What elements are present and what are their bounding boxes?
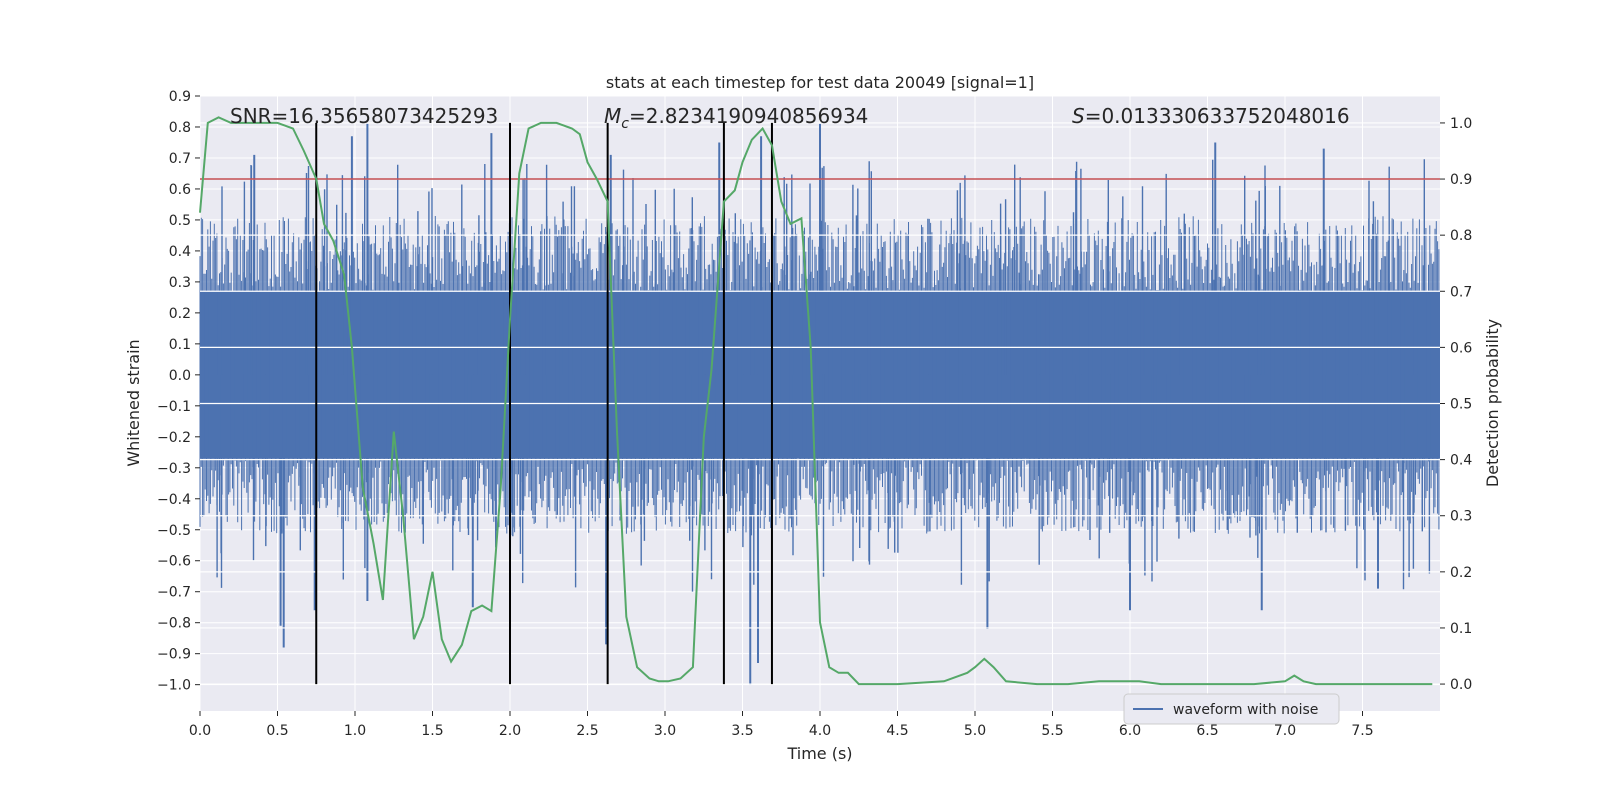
chirp-mass-subscript: c <box>621 116 629 132</box>
s-value: =0.013330633752048016 <box>1085 104 1350 128</box>
y-left-tick-label: 0.3 <box>169 275 191 291</box>
y-left-axis-ticks: 0.9 0.8 0.7 0.6 0.5 0.4 0.3 0.2 0.1 0.0 −0.1 −0.2 −0… <box>157 89 200 694</box>
y-left-tick-label: −0.8 <box>157 616 191 632</box>
y-left-tick-label: 0.6 <box>169 182 191 198</box>
y-left-tick-label: 0.1 <box>169 337 191 353</box>
y-left-tick-label: −0.5 <box>157 523 191 539</box>
legend: waveform with noise <box>1123 693 1340 725</box>
x-tick-label: 1.0 <box>344 723 366 739</box>
x-tick-label: 6.0 <box>1119 723 1141 739</box>
x-tick-label: 3.0 <box>654 723 676 739</box>
y-left-tick-label: 0.0 <box>169 368 191 384</box>
x-tick-label: 0.0 <box>189 723 211 739</box>
y-left-tick-label: −0.2 <box>157 430 191 446</box>
y-right-tick-label: 0.5 <box>1450 397 1472 413</box>
y-left-axis-label: Whitened strain <box>124 339 143 466</box>
y-left-tick-label: −0.6 <box>157 554 191 570</box>
chirp-mass-annotation: Mc=2.8234190940856934 <box>604 104 868 132</box>
chart-title: stats at each timestep for test data 200… <box>606 73 1034 92</box>
y-left-tick-label: 0.7 <box>169 151 191 167</box>
y-right-tick-label: 1.0 <box>1450 116 1472 132</box>
y-right-tick-label: 0.3 <box>1450 509 1472 525</box>
y-left-tick-label: −0.1 <box>157 399 191 415</box>
x-tick-label: 7.0 <box>1274 723 1296 739</box>
x-tick-label: 3.5 <box>731 723 753 739</box>
y-right-tick-label: 0.4 <box>1450 453 1472 469</box>
y-right-tick-label: 0.8 <box>1450 228 1472 244</box>
x-tick-label: 6.5 <box>1196 723 1218 739</box>
y-right-tick-label: 0.6 <box>1450 340 1472 356</box>
y-right-tick-label: 0.9 <box>1450 172 1472 188</box>
x-axis-label: Time (s) <box>786 744 852 763</box>
y-right-axis-ticks: 1.0 0.9 0.8 0.7 0.6 0.5 0.4 0.3 0.2 0.1 0.0 <box>1440 116 1472 693</box>
y-right-tick-label: 0.1 <box>1450 621 1472 637</box>
chirp-mass-value: =2.8234190940856934 <box>629 104 868 128</box>
legend-box <box>1123 693 1340 725</box>
s-symbol: S <box>1072 104 1085 128</box>
x-tick-label: 2.0 <box>499 723 521 739</box>
y-left-tick-label: 0.8 <box>169 120 191 136</box>
x-tick-label: 1.5 <box>421 723 443 739</box>
y-left-tick-label: 0.2 <box>169 306 191 322</box>
x-tick-label: 0.5 <box>266 723 288 739</box>
y-left-tick-label: −1.0 <box>157 678 191 694</box>
y-right-tick-label: 0.0 <box>1450 677 1472 693</box>
x-tick-label: 4.0 <box>809 723 831 739</box>
y-left-tick-label: 0.4 <box>169 244 191 260</box>
snr-annotation: SNR=16.35658073425293 <box>230 104 498 128</box>
detection-probability-line <box>199 116 1433 686</box>
y-left-tick-label: 0.9 <box>169 89 191 105</box>
waveform-tall-peaks <box>216 159 1431 592</box>
y-right-tick-label: 0.7 <box>1450 284 1472 300</box>
y-left-tick-label: 0.5 <box>169 213 191 229</box>
x-tick-label: 5.0 <box>964 723 986 739</box>
x-tick-label: 4.5 <box>886 723 908 739</box>
y-left-tick-label: −0.3 <box>157 461 191 477</box>
legend-label: waveform with noise <box>1173 702 1318 718</box>
x-tick-label: 2.5 <box>576 723 598 739</box>
y-right-axis-label: Detection probability <box>1483 319 1502 487</box>
y-left-tick-label: −0.4 <box>157 492 191 508</box>
s-annotation: S=0.013330633752048016 <box>1072 104 1350 128</box>
waveform-series <box>199 122 1440 685</box>
y-left-tick-label: −0.9 <box>157 647 191 663</box>
chirp-mass-symbol: M <box>604 104 621 128</box>
y-left-tick-label: −0.7 <box>157 585 191 601</box>
x-tick-label: 5.5 <box>1041 723 1063 739</box>
x-tick-label: 7.5 <box>1351 723 1373 739</box>
waveform-noise <box>199 216 1440 534</box>
y-right-tick-label: 0.2 <box>1450 565 1472 581</box>
